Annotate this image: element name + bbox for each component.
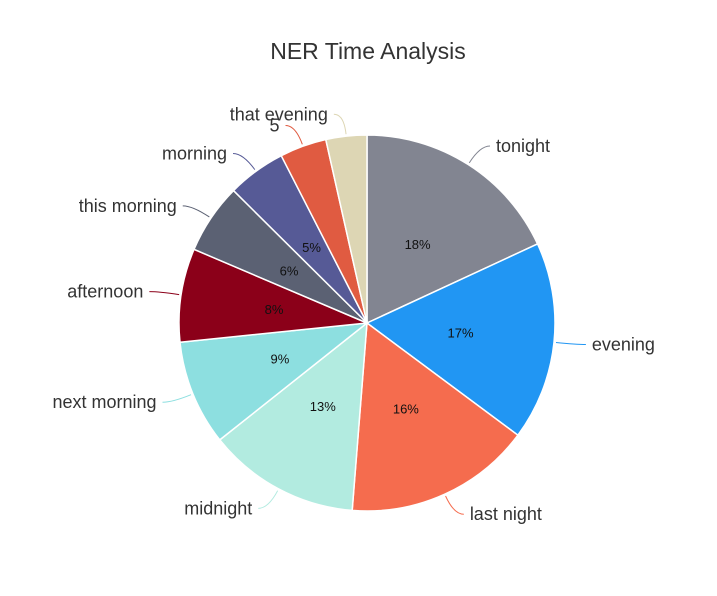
pie-slice-last-night[interactable] — [351, 321, 519, 512]
slice-percent-label-next-morning: 9% — [271, 351, 290, 366]
category-label-evening: evening — [592, 335, 655, 355]
pie-slice-next-morning[interactable] — [179, 321, 370, 441]
category-label-afternoon: afternoon — [67, 282, 143, 302]
category-label-tonight: tonight — [496, 136, 550, 156]
pie-slice-afternoon[interactable] — [178, 248, 368, 344]
leader-line-next-morning — [162, 394, 192, 403]
leader-line-that-evening — [333, 113, 347, 135]
pie-leader-lines — [149, 113, 586, 515]
leader-line-5 — [285, 125, 303, 145]
slice-percent-label-morning: 5% — [302, 240, 321, 255]
category-label-5: 5 — [270, 116, 280, 136]
slice-percent-label-evening: 17% — [447, 326, 473, 341]
slice-percent-label-this-morning: 6% — [280, 264, 299, 279]
pie-category-labels: tonight evening last night midnight next mor… — [52, 104, 655, 524]
chart-title: NER Time Analysis — [270, 38, 466, 64]
pie-slice-that-evening[interactable] — [324, 134, 368, 324]
leader-line-midnight — [258, 490, 279, 509]
category-label-this-morning: this morning — [79, 196, 177, 216]
category-label-that-evening: that evening — [230, 104, 328, 124]
leader-line-last-night — [445, 495, 464, 515]
leader-line-tonight — [468, 145, 491, 164]
category-label-morning: morning — [162, 143, 227, 163]
slice-percent-label-last-night: 16% — [393, 402, 419, 417]
pie-percentage-labels: 18% 17% 16% 13% 9% 8% 6%5% — [265, 237, 474, 417]
category-label-last-night: last night — [470, 504, 542, 524]
pie-slice-evening[interactable] — [365, 242, 556, 437]
category-label-midnight: midnight — [184, 498, 252, 518]
pie-slice-tonight[interactable] — [366, 134, 539, 325]
pie-slices — [178, 134, 556, 512]
slice-percent-label-midnight: 13% — [310, 399, 336, 414]
slice-percent-label-afternoon: 8% — [265, 302, 284, 317]
leader-line-this-morning — [182, 205, 210, 218]
leader-line-morning — [232, 152, 256, 170]
pie-slice-midnight[interactable] — [218, 321, 368, 512]
slice-percent-label-tonight: 18% — [405, 237, 431, 252]
leader-line-evening — [555, 341, 586, 346]
leader-line-afternoon — [149, 291, 180, 296]
category-label-next-morning: next morning — [52, 392, 156, 412]
